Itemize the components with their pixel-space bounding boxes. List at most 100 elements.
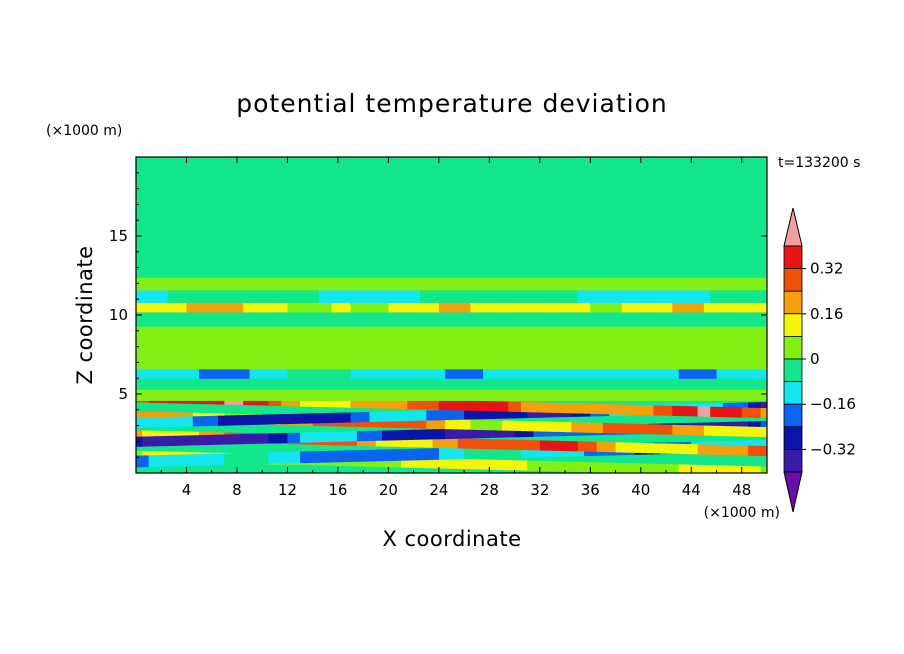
contour-cell [464, 302, 472, 313]
contour-cell [413, 429, 421, 440]
contour-cell [419, 437, 427, 448]
contour-cell [388, 311, 396, 327]
contour-cell [577, 157, 585, 278]
contour-cell [546, 302, 554, 313]
contour-cell [401, 289, 408, 303]
contour-cell [596, 302, 604, 313]
contour-cell [167, 157, 175, 278]
contour-cell [634, 289, 642, 303]
contour-cell [508, 460, 516, 471]
contour-cell [571, 461, 579, 472]
contour-cell [167, 435, 175, 446]
contour-cell [666, 289, 673, 303]
contour-cell [287, 413, 295, 424]
contour-cell [350, 289, 358, 303]
contour-cell [760, 289, 767, 303]
contour-cell [369, 389, 377, 401]
x-tick-label: 36 [581, 481, 600, 499]
contour-cell [615, 289, 623, 303]
contour-cell [628, 289, 636, 303]
contour-cell [527, 440, 535, 451]
contour-cell [514, 277, 522, 291]
contour-cell [167, 326, 175, 370]
contour-cell [520, 277, 528, 291]
contour-cell [230, 289, 238, 303]
contour-cell [464, 400, 472, 411]
contour-cell [281, 433, 289, 444]
contour-cell [678, 424, 686, 436]
contour-cell [735, 157, 743, 278]
contour-cell [672, 326, 680, 370]
contour-cell [142, 436, 150, 447]
contour-cell [539, 157, 547, 278]
contour-cell [640, 326, 648, 370]
contour-cell [350, 378, 358, 390]
contour-cell [287, 368, 295, 379]
contour-cell [716, 425, 724, 436]
contour-cell [325, 157, 333, 278]
contour-cell [413, 457, 421, 468]
contour-cell [438, 389, 446, 401]
contour-cell [495, 389, 503, 401]
contour-cell [615, 442, 623, 453]
contour-cell [464, 438, 472, 449]
contour-cell [584, 289, 591, 303]
contour-cell [274, 414, 282, 425]
contour-cell [741, 426, 749, 437]
contour-cell [539, 378, 547, 390]
contour-cell [558, 289, 566, 303]
contour-cell [300, 378, 307, 390]
contour-cell [615, 326, 623, 370]
contour-cell [691, 444, 699, 455]
contour-cell [470, 438, 478, 449]
contour-cell [293, 451, 301, 464]
x-tick-label: 48 [732, 481, 751, 499]
contour-cell [154, 368, 162, 379]
contour-cell [710, 425, 718, 436]
contour-cell [748, 426, 755, 437]
contour-cell [432, 289, 440, 303]
contour-cell [173, 416, 181, 427]
contour-cell [205, 434, 213, 446]
contour-cell [407, 410, 415, 421]
contour-cell [691, 378, 699, 390]
contour-cell [382, 311, 389, 327]
contour-cell [369, 411, 377, 422]
y-tick-label: 5 [118, 385, 128, 403]
contour-cell [558, 326, 566, 370]
contour-cell [628, 442, 636, 453]
contour-cell [413, 157, 421, 278]
contour-cell [224, 453, 232, 466]
contour-cell [262, 368, 270, 379]
contour-cell [615, 423, 623, 434]
contour-cell [666, 405, 673, 416]
contour-cell [142, 389, 150, 401]
contour-cell [621, 277, 629, 291]
contour-cell [602, 368, 610, 379]
contour-cell [539, 421, 547, 432]
contour-cell [331, 157, 339, 278]
contour-cell [331, 431, 339, 442]
contour-cell [356, 389, 364, 401]
contour-cell [180, 277, 188, 291]
contour-cell [666, 424, 673, 435]
contour-cell [407, 326, 415, 370]
contour-cell [527, 157, 535, 278]
contour-field [136, 157, 767, 473]
contour-cell [470, 459, 478, 470]
contour-cell [445, 428, 453, 439]
contour-cell [697, 425, 705, 436]
contour-cell [243, 433, 251, 445]
contour-cell [476, 447, 484, 459]
contour-cell [571, 378, 579, 390]
contour-cell [552, 277, 560, 291]
contour-cell [205, 415, 213, 427]
contour-cell [609, 442, 617, 453]
contour-cell [672, 405, 680, 416]
contour-cell [716, 311, 724, 327]
contour-cell [634, 302, 642, 313]
contour-cell [584, 441, 591, 452]
contour-cell [735, 289, 743, 303]
contour-cell [546, 311, 554, 327]
contour-cell [438, 302, 446, 313]
